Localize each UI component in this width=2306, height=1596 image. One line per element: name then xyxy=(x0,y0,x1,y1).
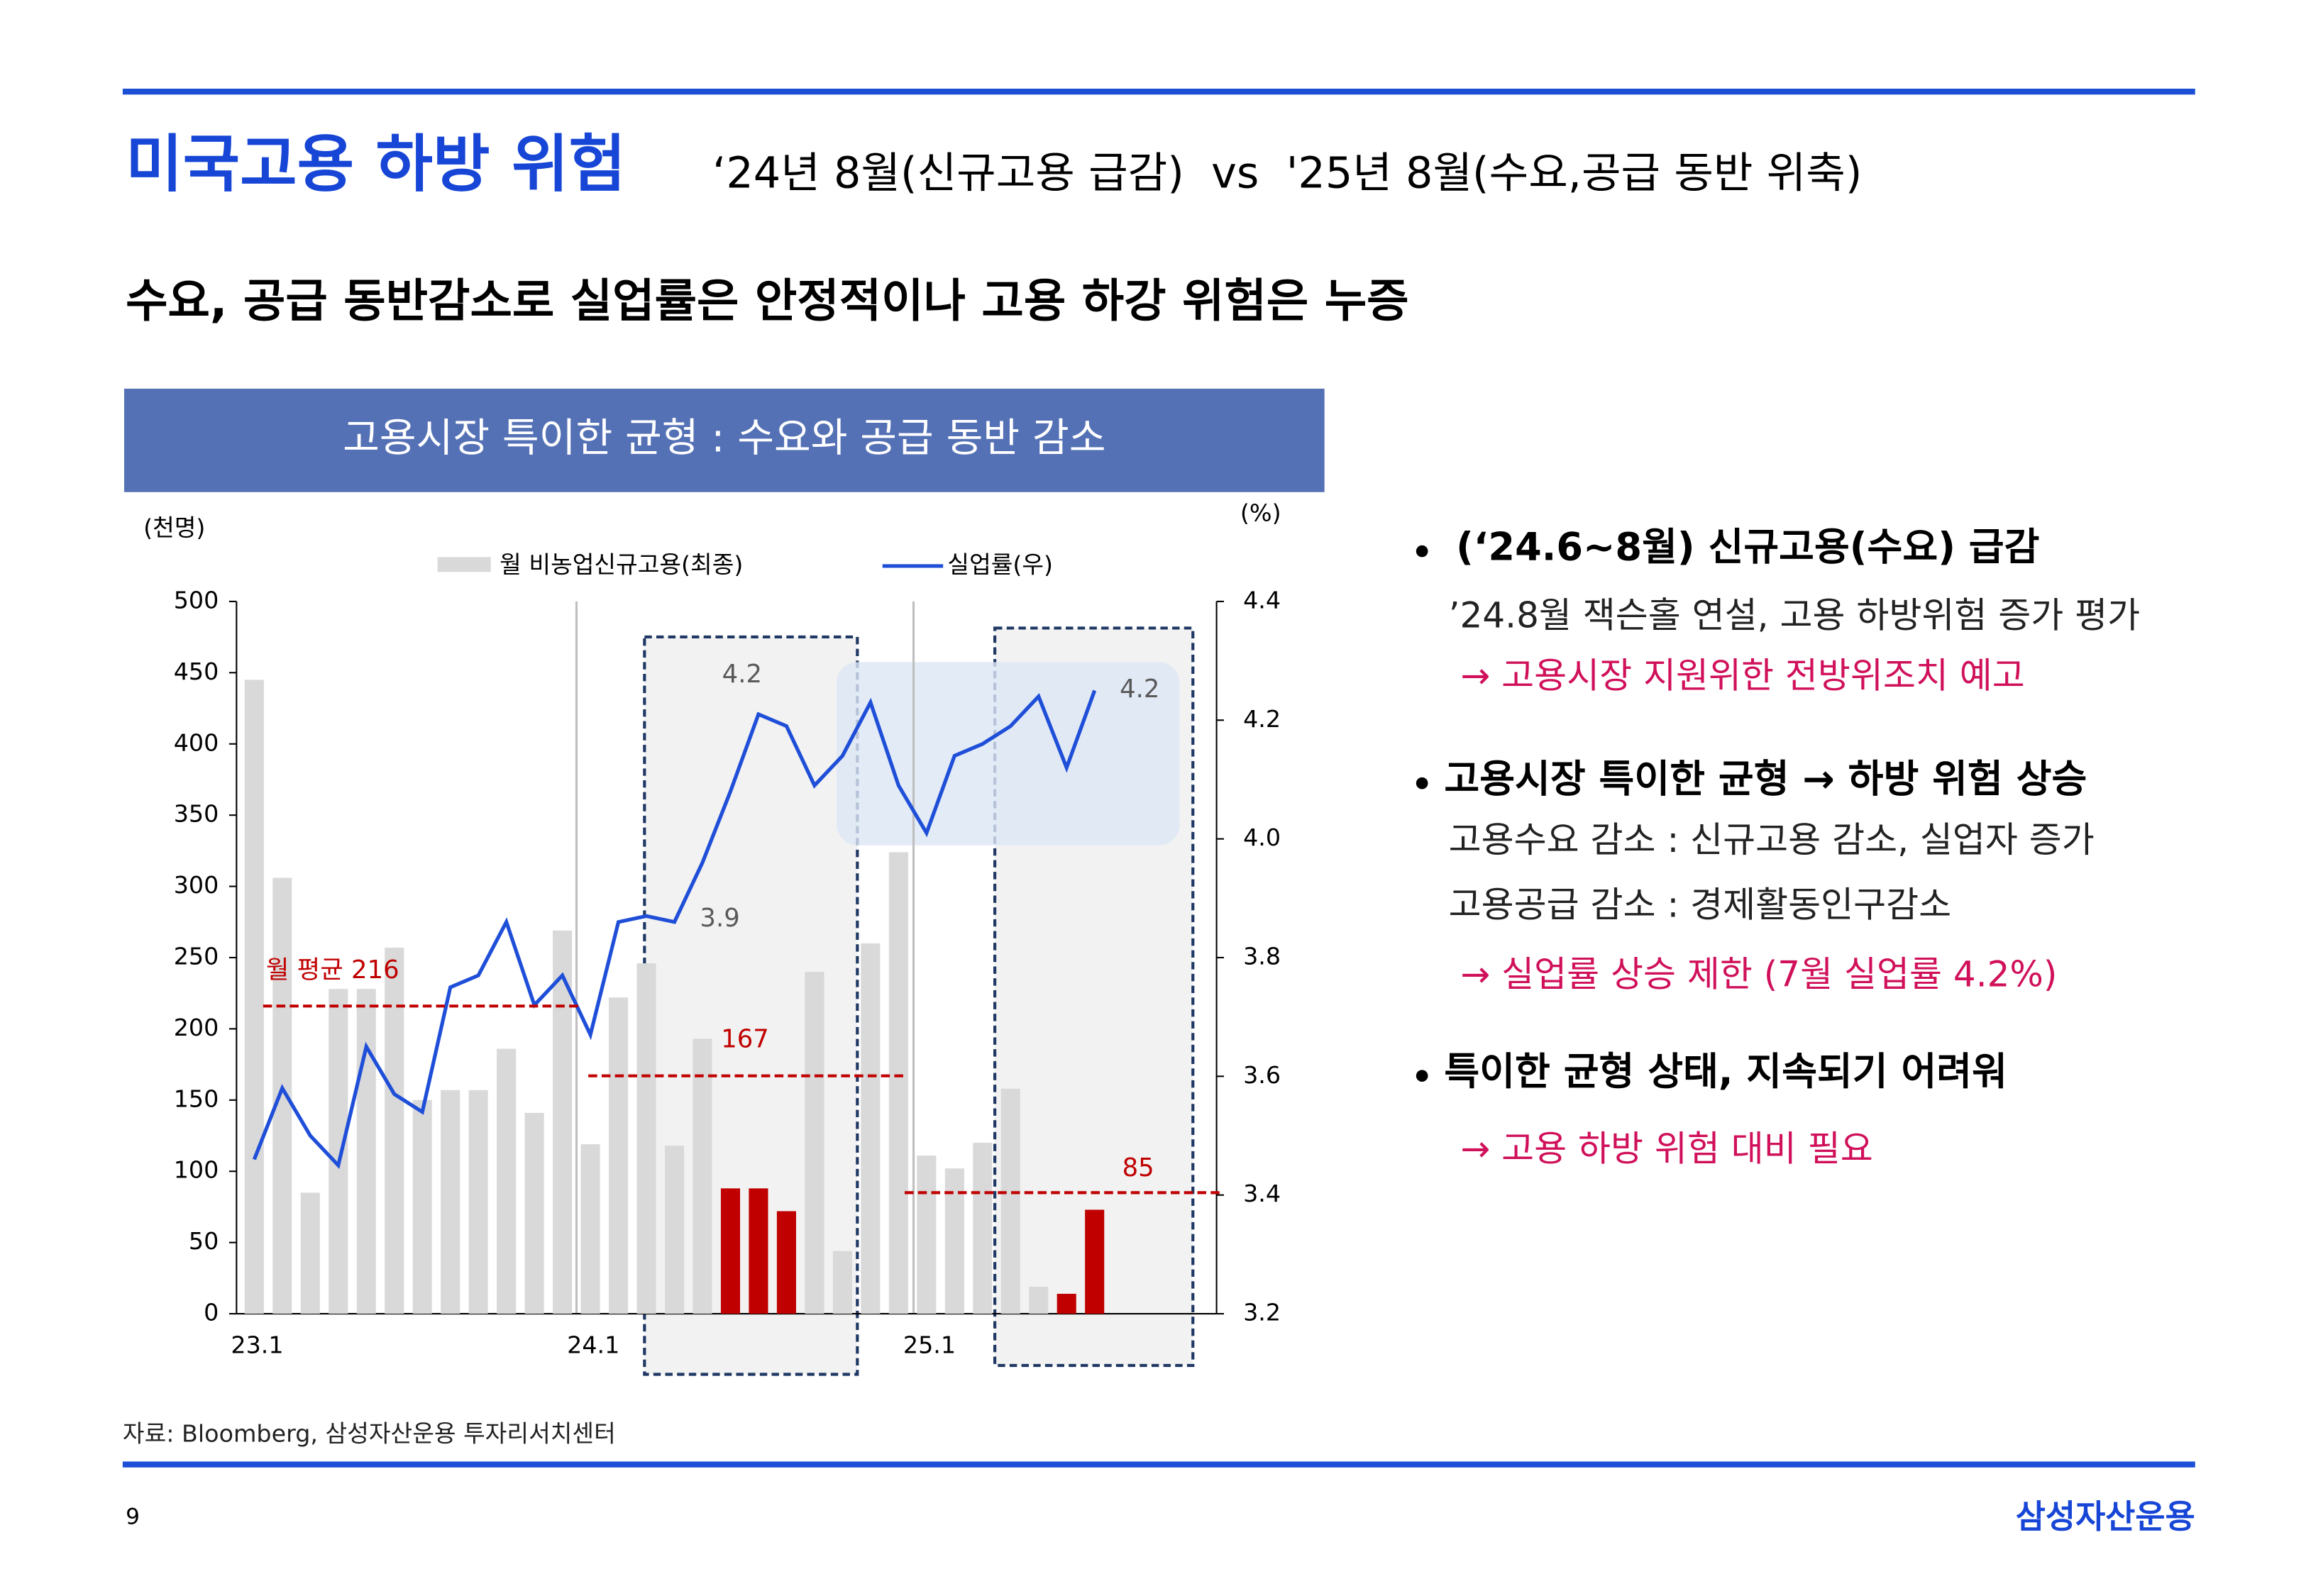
average-label: 167 xyxy=(721,1025,769,1054)
y2-tick-label: 3.6 xyxy=(1243,1061,1281,1089)
annotation: 3.9 xyxy=(700,904,739,933)
chart-title: 고용시장 특이한 균형 : 수요와 공급 동반 감소 xyxy=(343,415,1105,461)
bullet-heading: 고용시장 특이한 균형 → 하방 위험 상승 xyxy=(1444,757,2087,802)
y2-tick-label: 4.2 xyxy=(1243,705,1281,733)
bar xyxy=(553,930,573,1314)
bullet-line: ’24.8월 잭슨홀 연설, 고용 하방위험 증가 평가 xyxy=(1449,594,2140,636)
bullet-heading: (‘24.6~8월) 신규고용(수요) 급감 xyxy=(1456,525,2039,570)
bar xyxy=(861,943,881,1314)
legend-label: 월 비농업신규고용(최종) xyxy=(500,550,743,578)
title: 미국고용 하방 위험 xyxy=(126,128,626,200)
bullet-line: → 실업률 상승 제한 (7월 실업률 4.2%) xyxy=(1460,954,2057,995)
bar xyxy=(609,997,629,1314)
line xyxy=(252,689,1097,1170)
average-label: 월 평균 216 xyxy=(266,955,399,985)
bar xyxy=(524,1112,544,1314)
bar xyxy=(832,1251,852,1314)
bar xyxy=(664,1146,685,1314)
bar xyxy=(468,1090,488,1314)
shade-box xyxy=(837,662,1180,846)
bar xyxy=(1057,1293,1076,1314)
bar xyxy=(441,1090,460,1314)
y-tick-label: 200 xyxy=(174,1014,219,1041)
bar xyxy=(356,989,376,1314)
y-tick-label: 0 xyxy=(204,1299,219,1326)
bar xyxy=(973,1143,993,1314)
bar xyxy=(776,1211,796,1314)
bar xyxy=(917,1156,937,1314)
y-tick-label: 250 xyxy=(174,943,219,970)
chart-banner xyxy=(124,388,1325,492)
y2-tick-label: 3.2 xyxy=(1243,1299,1281,1326)
bar xyxy=(1000,1088,1020,1314)
y-tick-label: 150 xyxy=(174,1085,219,1112)
bullet-line: 고용수요 감소 : 신규고용 감소, 실업자 증가 xyxy=(1449,819,2095,860)
bullet-line: 고용공급 감소 : 경제활동인구감소 xyxy=(1449,885,1952,926)
y2-tick-label: 4.0 xyxy=(1243,824,1281,851)
annotation: 4.2 xyxy=(1120,675,1159,704)
bar xyxy=(636,963,656,1314)
y-tick-label: 300 xyxy=(174,871,219,899)
y-tick-label: 450 xyxy=(174,658,219,685)
bar xyxy=(329,989,348,1314)
bar xyxy=(1085,1209,1105,1314)
bullet-line: → 고용시장 지원위한 전방위조치 예고 xyxy=(1460,655,2024,697)
bar xyxy=(385,947,404,1314)
logo: 삼성자산운용 xyxy=(2016,1497,2195,1536)
bar xyxy=(580,1144,600,1314)
bar xyxy=(805,972,824,1314)
y-tick-label: 400 xyxy=(174,728,219,756)
headline: 수요, 공급 동반감소로 실업률은 안정적이나 고용 하강 위험은 누증 xyxy=(126,275,1409,328)
legend-label: 실업률(우) xyxy=(947,550,1053,578)
bar xyxy=(693,1038,712,1314)
bar xyxy=(1029,1286,1049,1314)
legend-swatch xyxy=(437,557,491,572)
bar xyxy=(720,1188,741,1314)
bar xyxy=(749,1188,768,1314)
y-tick-label: 500 xyxy=(174,586,219,614)
average-label: 85 xyxy=(1122,1153,1154,1182)
y2-unit: (%) xyxy=(1240,499,1281,527)
y2-tick-label: 3.4 xyxy=(1243,1180,1281,1207)
source: 자료: Bloomberg, 삼성자산운용 투자리서치센터 xyxy=(123,1419,616,1447)
bullet xyxy=(1416,545,1428,558)
y-unit: (천명) xyxy=(143,514,205,541)
bullet xyxy=(1416,1070,1428,1082)
x-tick-label: 24.1 xyxy=(567,1331,619,1358)
page-number: 9 xyxy=(126,1504,140,1530)
bullet-line: → 고용 하방 위험 대비 필요 xyxy=(1460,1128,1872,1169)
bar xyxy=(888,852,908,1314)
bar xyxy=(300,1192,320,1314)
bar xyxy=(244,680,264,1314)
y2-tick-label: 3.8 xyxy=(1243,943,1281,970)
bullet xyxy=(1416,777,1428,789)
bottom-rule xyxy=(122,1461,2195,1468)
bar xyxy=(944,1168,964,1314)
y2-tick-label: 4.4 xyxy=(1243,586,1281,614)
y-tick-label: 50 xyxy=(189,1227,219,1255)
subtitle: ‘24년 8월(신규고용 급감) vs '25년 8월(수요,공급 동반 위축) xyxy=(712,149,1862,199)
top-rule xyxy=(122,89,2195,95)
bar xyxy=(497,1048,517,1314)
x-tick-label: 25.1 xyxy=(903,1331,956,1358)
annotation: 4.2 xyxy=(722,660,762,689)
y-tick-label: 100 xyxy=(174,1156,219,1184)
x-tick-label: 23.1 xyxy=(231,1331,283,1358)
y-tick-label: 350 xyxy=(174,800,219,828)
bar xyxy=(272,877,292,1314)
bar xyxy=(412,1099,432,1314)
bullet-heading: 특이한 균형 상태, 지속되기 어려워 xyxy=(1444,1049,2007,1094)
